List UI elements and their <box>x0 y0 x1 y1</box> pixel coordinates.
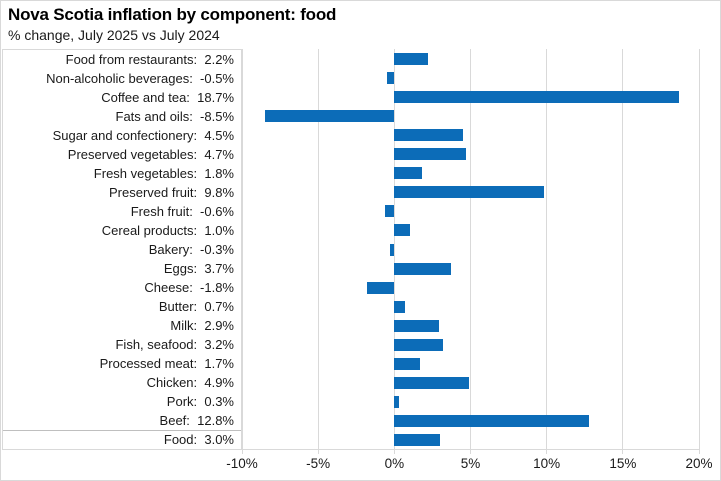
x-axis-tick-label: 5% <box>460 456 481 471</box>
category-label: Cereal products: 1.0% <box>101 223 234 238</box>
x-axis-line <box>242 449 699 450</box>
category-label: Fresh vegetables: 1.8% <box>93 166 234 181</box>
gridline <box>317 49 319 450</box>
category-label: Sugar and confectionery: 4.5% <box>52 128 234 143</box>
category-label: Fish, seafood: 3.2% <box>115 337 234 352</box>
bar-chicken <box>394 377 469 390</box>
plot-area <box>241 49 700 450</box>
x-axis-tick-label: 15% <box>609 456 637 471</box>
x-axis-tick-label: -10% <box>226 456 258 471</box>
category-label: Fresh fruit: -0.6% <box>130 204 234 219</box>
category-label: Milk: 2.9% <box>170 318 234 333</box>
x-axis: -10% -5% 0% 5% 10% 15% 20% <box>226 450 713 478</box>
x-axis-tick <box>698 450 700 454</box>
category-label: Cheese: -1.8% <box>144 280 234 295</box>
x-axis-tick-label: -5% <box>306 456 331 471</box>
category-label: Pork: 0.3% <box>166 394 234 409</box>
bar-sugar-and-confectionery <box>394 128 463 141</box>
category-label: Bakery: -0.3% <box>148 242 234 257</box>
category-label: Food: 3.0% <box>163 432 234 447</box>
bar-milk <box>394 319 439 332</box>
bar-food-from-restaurants <box>394 52 428 65</box>
bar-eggs <box>394 262 451 275</box>
bar-food <box>394 434 441 447</box>
x-axis-tick <box>470 450 471 454</box>
bar-fats-and-oils <box>264 109 395 122</box>
bar-butter <box>394 300 405 313</box>
bar-non-alcoholic-beverages <box>386 71 395 84</box>
x-axis-tick <box>393 450 395 454</box>
gridline <box>698 49 700 450</box>
bar-beef <box>394 415 590 428</box>
category-label: Preserved fruit: 9.8% <box>109 185 234 200</box>
x-axis-tick-label: 20% <box>685 456 713 471</box>
gridline <box>393 49 395 450</box>
x-axis-tick-label: 0% <box>384 456 405 471</box>
bar-preserved-vegetables <box>394 148 466 161</box>
category-label-box: Food from restaurants: 2.2% Non-alcoholic… <box>2 49 242 450</box>
chart-title: Nova Scotia inflation by component: food <box>8 5 337 24</box>
x-axis-tick <box>317 450 319 454</box>
gridline <box>241 49 243 450</box>
category-label: Eggs: 3.7% <box>163 261 234 276</box>
bar-fresh-fruit <box>385 205 395 218</box>
category-label: Beef: 12.8% <box>159 413 234 428</box>
x-axis-tick <box>546 450 548 454</box>
x-axis-tick-label: 10% <box>533 456 561 471</box>
aggregate-separator-line <box>3 430 241 431</box>
category-label: Fats and oils: -8.5% <box>115 109 235 124</box>
category-label: Food from restaurants: 2.2% <box>65 52 234 67</box>
category-label: Non-alcoholic beverages: -0.5% <box>46 71 234 86</box>
bar-pork <box>394 396 399 409</box>
category-label: Processed meat: 1.7% <box>99 356 234 371</box>
chart-subtitle: % change, July 2025 vs July 2024 <box>8 27 220 43</box>
bar-processed-meat <box>394 358 421 371</box>
category-label: Preserved vegetables: 4.7% <box>67 147 234 162</box>
category-label: Chicken: 4.9% <box>146 375 234 390</box>
bar-coffee-and-tea <box>394 90 680 103</box>
bar-fresh-vegetables <box>394 167 422 180</box>
gridline <box>470 49 471 450</box>
gridline <box>622 49 624 450</box>
bar-bakery <box>389 243 395 256</box>
category-label: Butter: 0.7% <box>158 299 234 314</box>
gridline <box>546 49 548 450</box>
bar-cheese <box>366 281 395 294</box>
category-label: Coffee and tea: 18.7% <box>101 90 234 105</box>
x-axis-tick <box>241 450 243 454</box>
bar-cereal-products <box>394 224 410 237</box>
bar-preserved-fruit <box>394 186 544 199</box>
bar-fish-seafood <box>394 338 444 351</box>
x-axis-tick <box>622 450 624 454</box>
